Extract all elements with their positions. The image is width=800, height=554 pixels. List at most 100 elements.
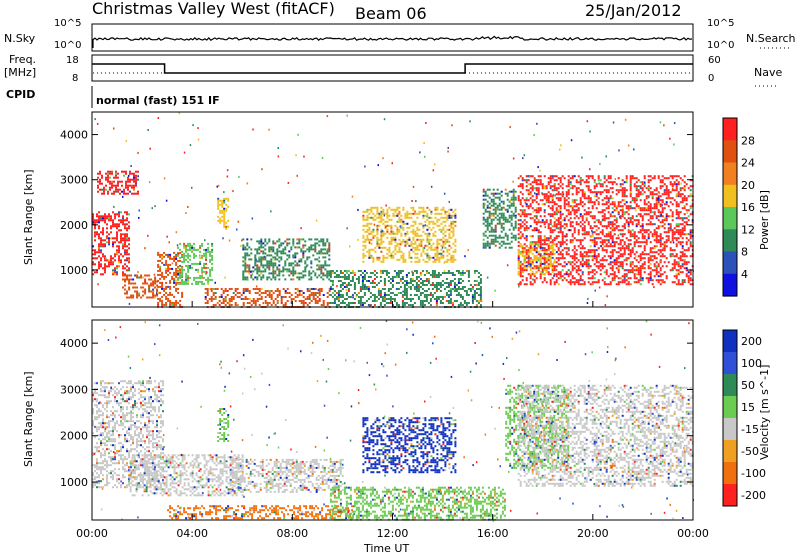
- power-cell: [254, 268, 257, 271]
- power-cell: [629, 175, 632, 178]
- power-cell: [329, 276, 332, 278]
- power-cell: [629, 283, 632, 286]
- power-cell: [223, 225, 226, 228]
- power-cell: [173, 285, 176, 288]
- power-cell: [477, 302, 480, 304]
- power-cell: [651, 233, 654, 236]
- power-cell: [611, 261, 614, 264]
- power-cell: [412, 232, 415, 235]
- power-cell: [195, 262, 198, 265]
- power-cell: [484, 242, 487, 245]
- power-cell: [280, 296, 283, 298]
- power-cell: [555, 187, 558, 190]
- power-cell: [506, 242, 509, 245]
- power-cell: [559, 229, 562, 232]
- power-cell: [150, 278, 153, 281]
- power-cell: [414, 212, 417, 215]
- power-cell: [661, 175, 664, 178]
- power-cell: [185, 280, 188, 283]
- power-cell: [308, 288, 311, 290]
- power-cell: [575, 281, 578, 284]
- power-cell: [362, 260, 365, 263]
- power-cell: [500, 216, 503, 219]
- power-cell: [111, 192, 113, 195]
- power-cell: [500, 236, 503, 239]
- power-cell: [553, 281, 556, 284]
- power-cell: [389, 278, 392, 280]
- power-cell: [290, 264, 293, 267]
- power-cell: [613, 245, 616, 248]
- power-cell: [579, 261, 582, 264]
- power-cell: [607, 217, 610, 220]
- power-cell: [122, 237, 124, 240]
- power-cell: [651, 283, 654, 286]
- power-cell: [559, 177, 562, 180]
- power-cell: [217, 201, 220, 204]
- power-cell: [593, 215, 596, 218]
- power-cell: [647, 233, 650, 236]
- power-cell: [631, 233, 634, 236]
- power-cell: [394, 252, 397, 255]
- power-cell: [209, 252, 212, 255]
- power-cell: [571, 199, 574, 202]
- power-cell: [597, 211, 600, 214]
- power-cell: [169, 285, 172, 288]
- power-cell: [191, 246, 194, 249]
- power-cell: [382, 234, 385, 237]
- power-cell: [339, 294, 342, 296]
- power-cell: [525, 239, 528, 242]
- power-cell: [659, 215, 662, 218]
- power-cell: [583, 251, 586, 254]
- power-cell: [627, 243, 630, 246]
- power-cell: [607, 223, 610, 226]
- power-cell: [653, 255, 656, 258]
- power-cell: [537, 193, 540, 196]
- power-cell: [432, 242, 435, 245]
- power-cell: [157, 251, 160, 254]
- power-cell: [439, 282, 442, 284]
- power-cell: [575, 279, 578, 282]
- power-cell: [653, 275, 656, 278]
- power-cell: [579, 225, 582, 228]
- power-cell: [641, 251, 644, 254]
- power-cell: [583, 197, 586, 200]
- power-cell: [331, 292, 334, 294]
- power-cell: [264, 292, 267, 294]
- power-cell: [627, 221, 630, 224]
- power-cell: [181, 295, 184, 298]
- power-cell: [571, 241, 574, 244]
- power-cell: [549, 235, 552, 238]
- power-cell: [185, 250, 188, 253]
- power-cell: [494, 216, 497, 219]
- power-cell: [430, 248, 433, 251]
- power-cell: [156, 284, 159, 287]
- power-cell: [641, 265, 644, 268]
- power-cell: [320, 272, 323, 275]
- power-cell: [252, 288, 255, 290]
- power-cell: [97, 176, 99, 179]
- power-cell: [217, 197, 220, 200]
- power-cell: [326, 250, 329, 253]
- power-cell: [418, 258, 421, 261]
- power-cell: [282, 242, 285, 245]
- frequency-series: [92, 63, 693, 74]
- power-cell: [653, 211, 656, 214]
- power-cell: [477, 272, 480, 274]
- power-cell: [256, 298, 259, 300]
- power-cell: [579, 181, 582, 184]
- power-cell: [183, 280, 186, 283]
- power-cell: [142, 282, 145, 285]
- power-cell: [426, 224, 429, 227]
- power-cell: [404, 216, 407, 219]
- power-cell: [661, 185, 664, 188]
- power-cell: [272, 270, 275, 273]
- power-cell: [665, 235, 668, 238]
- power-cell: [659, 245, 662, 248]
- power-cell: [420, 244, 423, 247]
- power-cell: [659, 255, 662, 258]
- power-cell: [591, 235, 594, 238]
- power-cell: [673, 255, 676, 258]
- power-cell: [611, 221, 614, 224]
- power-cell: [531, 195, 534, 198]
- power-cell: [573, 209, 576, 212]
